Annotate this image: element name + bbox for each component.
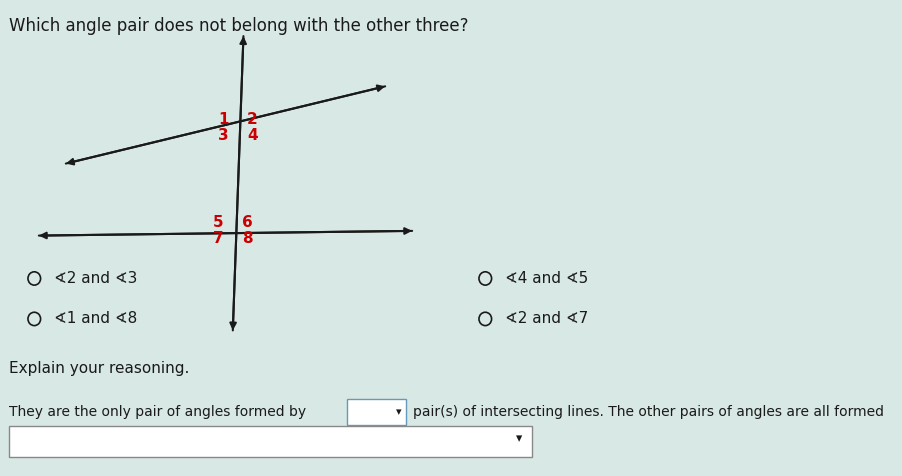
Text: 8: 8	[242, 231, 253, 246]
Text: ∢4 and ∢5: ∢4 and ∢5	[505, 271, 588, 286]
Text: 6: 6	[242, 215, 253, 230]
Bar	[9, 426, 532, 457]
Text: ∢2 and ∢7: ∢2 and ∢7	[505, 311, 588, 327]
Text: 3: 3	[218, 128, 229, 143]
Text: 5: 5	[213, 215, 224, 230]
Text: ∢1 and ∢8: ∢1 and ∢8	[54, 311, 137, 327]
Text: They are the only pair of angles formed by: They are the only pair of angles formed …	[9, 405, 306, 419]
Text: 2: 2	[247, 111, 258, 127]
Text: 1: 1	[218, 111, 229, 127]
Text: ▾: ▾	[396, 407, 401, 417]
Text: Explain your reasoning.: Explain your reasoning.	[9, 361, 189, 377]
Text: ∢2 and ∢3: ∢2 and ∢3	[54, 271, 137, 286]
Text: Which angle pair does not belong with the other three?: Which angle pair does not belong with th…	[9, 17, 468, 35]
Text: pair(s) of intersecting lines. The other pairs of angles are all formed: pair(s) of intersecting lines. The other…	[413, 405, 884, 419]
Text: 4: 4	[247, 128, 258, 143]
Text: 7: 7	[213, 231, 224, 246]
Text: ▾: ▾	[516, 432, 521, 445]
Bar	[347, 399, 406, 425]
